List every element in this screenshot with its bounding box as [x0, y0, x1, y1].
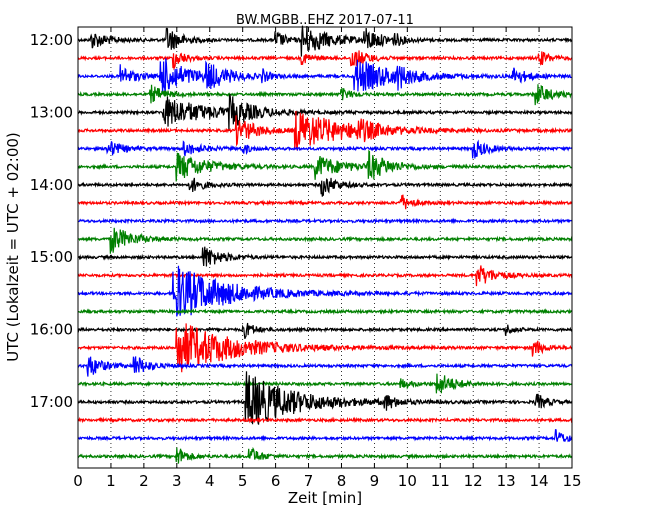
x-tick-label: 3 [172, 472, 182, 490]
x-tick-label: 13 [497, 472, 516, 490]
trace-line [77, 227, 573, 254]
y-tick-label: 14:00 [30, 176, 73, 194]
trace-line [77, 307, 573, 316]
trace-line [77, 416, 573, 424]
trace-line [77, 323, 573, 373]
y-tick-label: 13:00 [30, 103, 73, 121]
x-tick-label: 8 [337, 472, 347, 490]
trace-group [77, 25, 573, 464]
trace-line [77, 356, 573, 377]
x-tick-label: 11 [431, 472, 450, 490]
x-tick-label: 9 [370, 472, 380, 490]
trace-line [77, 194, 573, 210]
chart-title: BW.MGBB..EHZ 2017-07-11 [236, 13, 414, 28]
grid-lines [110, 27, 540, 468]
trace-line [77, 177, 573, 197]
y-tick-label: 17:00 [30, 393, 73, 411]
trace-line [77, 50, 573, 71]
trace-line [77, 149, 573, 182]
x-tick-label: 1 [106, 472, 116, 490]
y-axis-label: UTC (Lokalzeit = UTC + 02:00) [4, 132, 22, 362]
trace-line [77, 265, 573, 287]
trace-line [77, 58, 573, 94]
x-tick-label: 6 [271, 472, 281, 490]
x-tick-label: 2 [139, 472, 149, 490]
trace-line [77, 446, 573, 464]
x-tick-label: 5 [238, 472, 248, 490]
x-tick-label: 15 [562, 472, 581, 490]
x-tick-label: 7 [304, 472, 314, 490]
y-tick-label: 12:00 [30, 31, 73, 49]
x-tick-label: 4 [205, 472, 215, 490]
y-axis: 12:00 13:00 14:00 15:00 16:00 17:00 [30, 31, 572, 411]
y-tick-label: 15:00 [30, 248, 73, 266]
trace-line [77, 246, 573, 267]
x-tick-label: 10 [398, 472, 417, 490]
x-tick-label: 12 [464, 472, 483, 490]
trace-line [77, 139, 573, 159]
x-axis: 0 1 2 3 4 5 6 7 8 9 10 11 12 13 14 15 [73, 27, 582, 490]
trace-line [77, 94, 573, 132]
x-tick-label: 0 [73, 472, 83, 490]
trace-line [77, 25, 573, 57]
trace-line [77, 429, 573, 443]
plot-frame [77, 26, 573, 469]
trace-line [77, 217, 573, 225]
trace-line [77, 371, 573, 425]
trace-line [77, 322, 573, 340]
x-tick-label: 14 [530, 472, 549, 490]
trace-line [77, 84, 573, 106]
trace-line [77, 373, 573, 394]
trace-line [77, 110, 573, 151]
x-axis-label: Zeit [min] [288, 489, 362, 507]
y-tick-label: 16:00 [30, 321, 73, 339]
trace-line [77, 265, 573, 317]
